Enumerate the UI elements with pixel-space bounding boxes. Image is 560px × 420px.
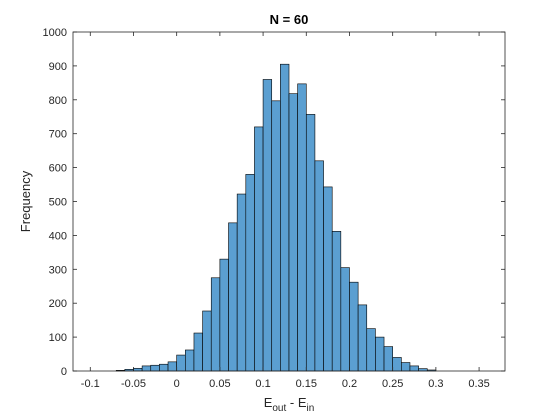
histogram-bar <box>150 364 160 372</box>
x-tick-label: -0.1 <box>81 378 100 390</box>
x-axis-label-middle: - E <box>286 395 307 410</box>
x-tick-label: 0.1 <box>255 378 270 390</box>
x-tick-label: 0.05 <box>209 378 230 390</box>
bars-group <box>115 63 437 372</box>
chart-title: N = 60 <box>270 12 309 27</box>
y-axis-ticks: 0 100 200 300 400 500 600 700 800 900 1000 <box>43 27 505 378</box>
histogram-bar <box>133 367 143 372</box>
histogram-bar <box>254 126 264 372</box>
histogram-bar <box>210 277 221 372</box>
histogram-bar <box>375 336 385 372</box>
y-tick-label: 300 <box>49 264 67 276</box>
y-tick-label: 500 <box>49 197 67 209</box>
histogram-bar <box>219 258 229 372</box>
y-tick-label: 0 <box>61 366 67 378</box>
x-tick-label: 0.2 <box>342 378 357 390</box>
histogram-bar <box>366 328 376 372</box>
histogram-bar <box>193 332 203 372</box>
x-tick-label: 0.15 <box>296 378 317 390</box>
y-tick-label: 700 <box>49 129 67 141</box>
x-tick-label: 0 <box>174 378 180 390</box>
histogram-bar <box>305 114 316 372</box>
histogram-bar <box>340 267 350 372</box>
histogram-bar <box>236 193 247 372</box>
y-tick-label: 1000 <box>43 27 67 39</box>
x-axis-label: Eout - Ein <box>264 395 315 414</box>
x-tick-label: -0.05 <box>121 378 146 390</box>
histogram-bar <box>331 231 342 372</box>
histogram-bar <box>297 83 307 372</box>
y-tick-label: 800 <box>49 95 67 107</box>
histogram-bar <box>409 365 419 372</box>
histogram-bar <box>401 362 411 372</box>
y-tick-label: 200 <box>49 298 67 310</box>
y-tick-label: 400 <box>49 230 67 242</box>
y-tick-label: 600 <box>49 163 67 175</box>
x-axis-label-sub-out: out <box>272 403 286 414</box>
histogram-bar <box>349 281 359 372</box>
x-tick-label: 0.25 <box>382 378 403 390</box>
histogram-bar <box>228 222 238 372</box>
histogram-bar <box>185 349 195 372</box>
y-tick-label: 900 <box>49 61 67 73</box>
histogram-bar <box>271 100 281 372</box>
histogram-bar <box>280 63 290 372</box>
histogram-bar <box>202 310 212 372</box>
histogram-bar <box>176 354 186 372</box>
histogram-bar <box>262 79 273 372</box>
histogram-bar <box>167 361 177 372</box>
y-tick-label: 100 <box>49 332 67 344</box>
x-axis-ticks: -0.1 -0.05 0 0.05 0.1 0.15 0.2 0.25 0.3 0.35 <box>81 32 490 390</box>
x-tick-label: 0.3 <box>428 378 443 390</box>
histogram-bar <box>141 365 152 372</box>
histogram-bar <box>159 363 169 372</box>
histogram-bar <box>392 357 402 372</box>
x-tick-label: 0.35 <box>468 378 489 390</box>
x-axis-label-main: E <box>264 395 273 410</box>
histogram-bar <box>314 160 324 372</box>
histogram-bar <box>383 346 393 372</box>
x-axis-label-sub-in: in <box>307 403 315 414</box>
histogram-bar <box>323 186 333 372</box>
histogram-bar <box>288 93 298 372</box>
y-axis-label: Frequency <box>18 170 33 232</box>
histogram-bar <box>245 174 255 372</box>
histogram-bar <box>357 304 368 372</box>
